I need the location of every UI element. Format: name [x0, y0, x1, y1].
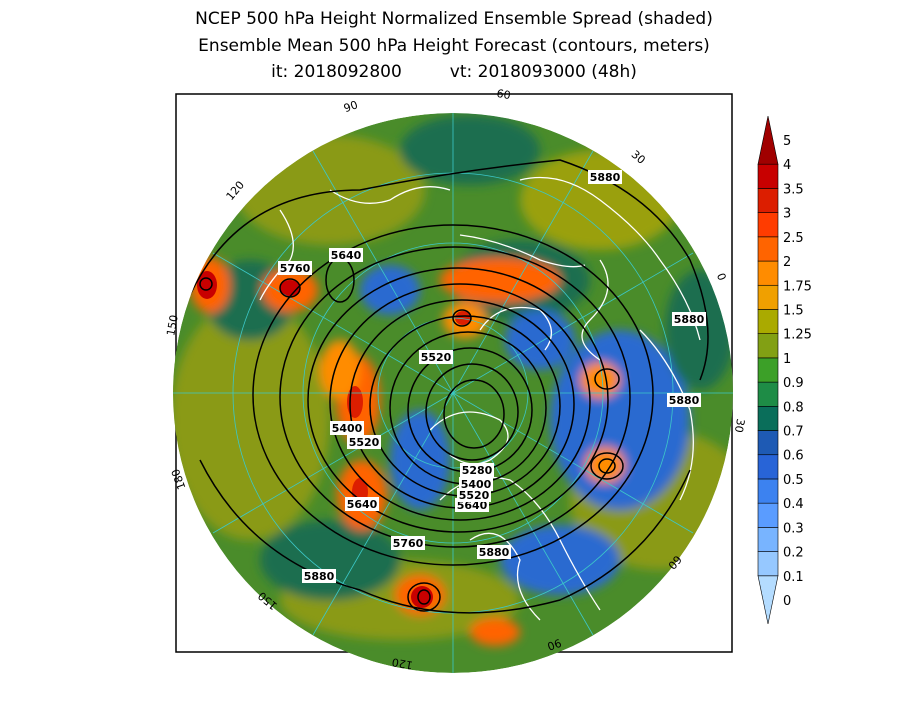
colorbar-tick-label: 1 [783, 352, 791, 367]
colorbar-bin [757, 527, 779, 552]
lon-label: 90 [342, 98, 360, 115]
contour-line [443, 379, 505, 449]
colorbar-bin [757, 260, 779, 286]
colorbar-bin [757, 454, 779, 480]
colorbar-bin [757, 163, 779, 189]
colorbar-bin [757, 309, 779, 334]
contour-line [452, 309, 472, 327]
contour-label: 5880 [590, 171, 621, 184]
colorbar-tick-label: 0.8 [783, 400, 804, 415]
contour-line [590, 452, 624, 480]
lon-label: 60 [496, 87, 512, 102]
contour-line [417, 589, 431, 605]
colorbar-bin [757, 212, 779, 238]
lon-label: 30 [732, 418, 747, 434]
colorbar-tick-label: 4 [783, 158, 791, 173]
colorbar-tick-label: 2 [783, 255, 791, 270]
contour-line [329, 283, 591, 521]
valid-time: vt: 2018093000 (48h) [449, 62, 637, 82]
colorbar-bin [757, 430, 779, 456]
contour-line [425, 363, 519, 461]
colorbar-bin [757, 115, 779, 165]
colorbar-bin [757, 575, 779, 625]
colorbar-bin [757, 551, 779, 577]
colorbar-tick-label: 0.2 [783, 546, 804, 561]
colorbar-tick-label: 0.9 [783, 376, 804, 391]
contour-label: 5880 [304, 570, 335, 583]
contour-line [598, 458, 616, 474]
contour-label: 5760 [393, 537, 424, 550]
lon-label: 150 [164, 314, 180, 337]
coastlines [259, 176, 701, 621]
contour-label: 5640 [331, 249, 362, 262]
colorbar-tick-label: 1.25 [783, 328, 812, 343]
colorbar-bin [757, 502, 779, 528]
lon-label: 0 [714, 271, 729, 282]
contour-label: 5400 [332, 422, 363, 435]
contour-label: 5400 [461, 478, 492, 491]
contour-label: 5520 [421, 351, 452, 364]
contour-line [279, 278, 301, 298]
colorbar-tick-label: 3.5 [783, 182, 804, 197]
colorbar-tick-label: 3 [783, 207, 791, 222]
contour-line [199, 459, 691, 614]
colorbar-tick-label: 1.75 [783, 279, 812, 294]
contour-line [189, 159, 709, 381]
contour-line [594, 368, 620, 390]
colorbar-tick-label: 0.7 [783, 425, 804, 440]
title-line-1: NCEP 500 hPa Height Normalized Ensemble … [195, 9, 713, 29]
lon-label: 90 [545, 636, 563, 653]
colorbar-tick-label: 1.5 [783, 303, 804, 318]
contour-line [252, 224, 654, 566]
colorbar-tick-label: 0.5 [783, 473, 804, 488]
contour-line [199, 277, 213, 291]
contour-label: 5880 [479, 546, 510, 559]
colorbar-bin [757, 333, 779, 359]
colorbar-bin [757, 478, 779, 504]
lon-label: 120 [391, 655, 414, 671]
contour-label: 5760 [280, 262, 311, 275]
colorbar-bin [757, 406, 779, 431]
colorbar-bin [757, 236, 779, 262]
contour-line [279, 246, 631, 548]
title-line-2: Ensemble Mean 500 hPa Height Forecast (c… [198, 36, 710, 56]
colorbar-tick-label: 5 [783, 134, 791, 149]
contour-label: 5880 [669, 394, 700, 407]
colorbar-tick-label: 0.6 [783, 449, 804, 464]
colorbar: 0 0.1 0.2 0.3 0.4 0.5 0.6 0.7 0.8 0.9 1 1.25 1.5 1.75… [757, 115, 812, 625]
contour-line [407, 582, 441, 612]
colorbar-tick-label: 0.4 [783, 497, 804, 512]
contour-labels: 5880 5880 5880 5880 5880 5760 5760 5640 … [278, 170, 706, 583]
colorbar-tick-label: 0.1 [783, 570, 804, 585]
init-time: it: 2018092800 [271, 62, 402, 82]
contour-line [307, 267, 609, 533]
colorbar-bin [757, 188, 779, 213]
colorbar-tick-label: 2.5 [783, 231, 804, 246]
colorbar-bin [757, 357, 779, 383]
contour-label: 5520 [349, 436, 380, 449]
contour-label: 5640 [347, 498, 378, 511]
contour-label: 5280 [462, 464, 493, 477]
colorbar-bin [757, 284, 779, 310]
contour-label: 5640 [457, 499, 488, 512]
colorbar-bin [757, 381, 779, 407]
colorbar-tick-label: 0.3 [783, 521, 804, 536]
colorbar-tick-label: 0 [783, 594, 791, 609]
title-line-3: it: 2018092800 vt: 2018093000 (48h) [0, 62, 908, 82]
contour-label: 5880 [674, 313, 705, 326]
contour-label: 5520 [459, 489, 490, 502]
